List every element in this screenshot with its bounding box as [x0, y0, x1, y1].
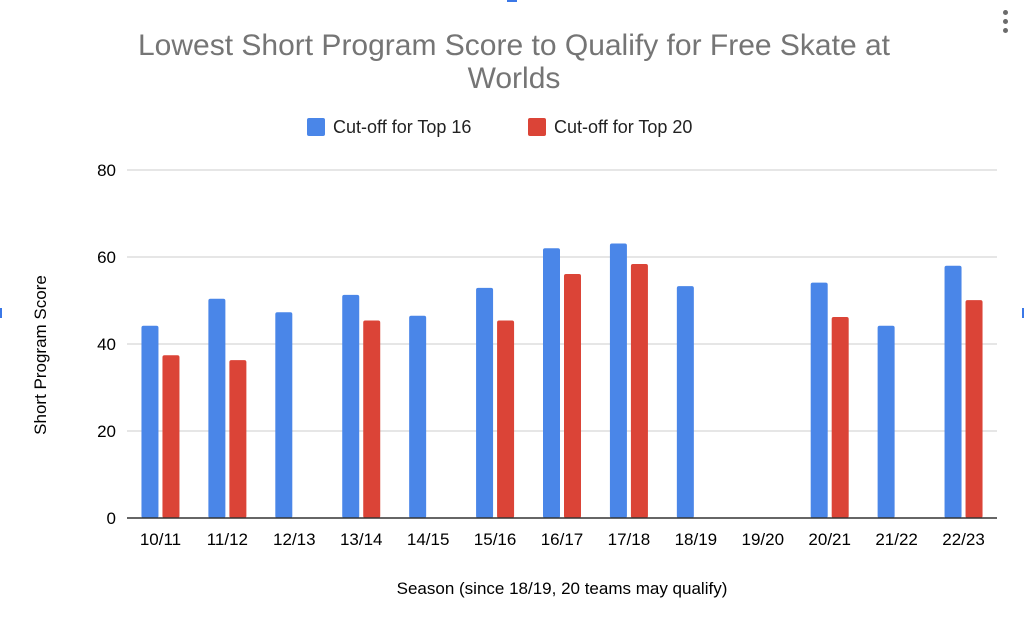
menu-dot-icon [1003, 28, 1008, 33]
legend: Cut-off for Top 16 Cut-off for Top 20 [307, 117, 692, 137]
bar-top16-20-21 [810, 282, 828, 518]
resize-handle-right[interactable] [1022, 308, 1024, 318]
bar-top20-13-14 [363, 320, 381, 518]
bar-top16-17-18 [609, 243, 627, 518]
bar-top16-12-13 [275, 312, 293, 518]
bar-top16-13-14 [342, 294, 360, 518]
x-tick-label: 16/17 [541, 530, 584, 549]
bar-top16-14-15 [409, 315, 427, 518]
bar-top20-10-11 [162, 355, 180, 518]
x-tick-label: 18/19 [675, 530, 718, 549]
x-axis-ticks: 10/11 11/12 12/13 13/14 14/15 15/16 16/17 17/18… [140, 530, 985, 549]
x-tick-label: 17/18 [608, 530, 651, 549]
resize-handle-top[interactable] [507, 0, 517, 2]
bar-top16-22-23 [944, 265, 962, 518]
x-tick-label: 21/22 [875, 530, 918, 549]
legend-swatch-top20 [528, 118, 546, 136]
chart-title-line-1: Lowest Short Program Score to Qualify fo… [138, 29, 891, 62]
bars [141, 243, 983, 519]
y-axis-ticks: 0 20 40 60 80 [97, 161, 116, 528]
x-tick-label: 15/16 [474, 530, 517, 549]
bar-top20-17-18 [630, 263, 648, 518]
x-axis-label: Season (since 18/19, 20 teams may qualif… [397, 579, 728, 598]
bar-top16-18-19 [676, 286, 694, 518]
y-tick-label: 20 [97, 422, 116, 441]
bar-top20-22-23 [965, 300, 983, 518]
menu-dot-icon [1003, 10, 1008, 15]
y-axis-label: Short Program Score [31, 275, 50, 435]
x-tick-label: 20/21 [808, 530, 851, 549]
chart-menu-button[interactable] [1002, 10, 1010, 37]
x-tick-label: 10/11 [140, 530, 181, 549]
y-tick-label: 60 [97, 248, 116, 267]
resize-handle-left[interactable] [0, 308, 2, 318]
legend-swatch-top16 [307, 118, 325, 136]
x-tick-label: 11/12 [207, 530, 248, 549]
gridlines [127, 169, 997, 432]
y-tick-label: 80 [97, 161, 116, 180]
bar-top16-21-22 [877, 325, 895, 518]
y-tick-label: 0 [107, 509, 116, 528]
x-tick-label: 19/20 [741, 530, 784, 549]
bar-top20-11-12 [229, 360, 247, 518]
legend-label-top16: Cut-off for Top 16 [333, 117, 471, 137]
x-tick-label: 12/13 [273, 530, 316, 549]
y-tick-label: 40 [97, 335, 116, 354]
legend-label-top20: Cut-off for Top 20 [554, 117, 692, 137]
chart-title-line-2: Worlds [468, 62, 561, 95]
bar-top20-16-17 [564, 273, 581, 518]
bar-top20-20-21 [831, 317, 849, 518]
bar-top16-11-12 [208, 298, 226, 518]
x-tick-label: 22/23 [942, 530, 985, 549]
x-tick-label: 14/15 [407, 530, 450, 549]
x-tick-label: 13/14 [340, 530, 383, 549]
bar-top16-15-16 [476, 287, 494, 518]
bar-top16-10-11 [141, 325, 159, 518]
bar-top16-16-17 [543, 248, 560, 519]
bar-top20-15-16 [497, 320, 515, 518]
menu-dot-icon [1003, 19, 1008, 24]
